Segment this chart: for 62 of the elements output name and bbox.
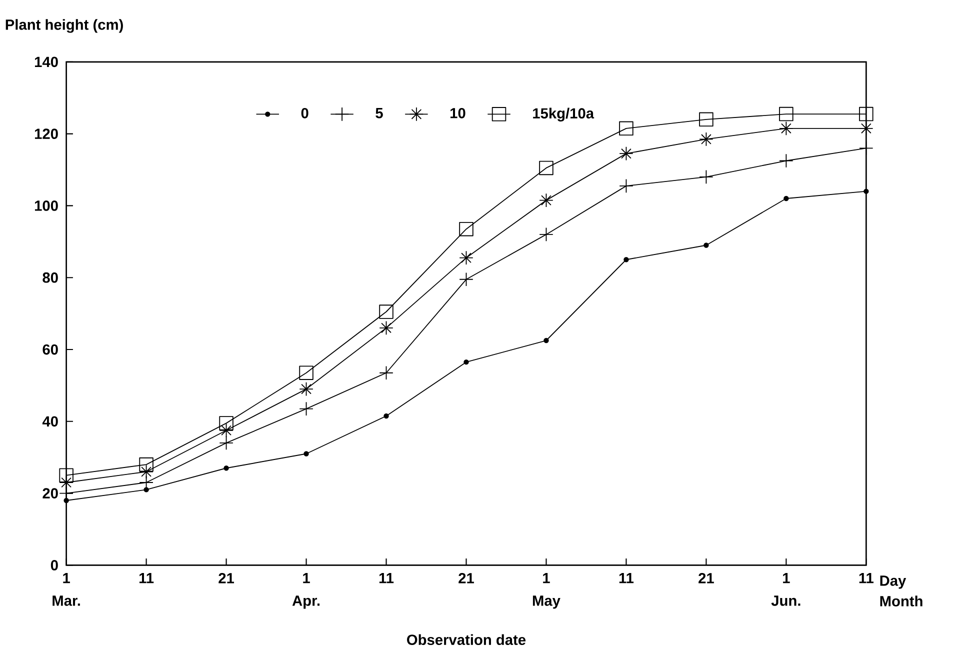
point	[139, 464, 154, 479]
point	[699, 132, 714, 146]
legend-label: 15kg/10a	[533, 108, 594, 122]
point	[539, 160, 554, 176]
point	[699, 112, 714, 127]
point	[379, 320, 394, 336]
y-tick-label: 120	[34, 128, 58, 139]
point	[139, 457, 154, 472]
x-tick-label: 1	[303, 573, 310, 584]
x-tick-label: 21	[698, 573, 714, 584]
point	[779, 106, 794, 122]
x-tick-label: 11	[859, 573, 874, 584]
x-tick-label: 21	[218, 573, 234, 584]
y-axis-title: Plant height (cm)	[6, 19, 123, 33]
x-tick-label: 11	[619, 573, 634, 584]
text: May	[532, 596, 560, 609]
x-tick-label: 1	[543, 573, 550, 584]
legend-label: 0	[301, 108, 308, 118]
point	[304, 451, 309, 456]
point	[704, 242, 709, 248]
legend-label: 10	[450, 108, 466, 118]
y-tick-label: 0	[50, 560, 58, 570]
y-tick-label: 80	[42, 272, 58, 283]
point	[464, 359, 469, 365]
point	[219, 423, 234, 438]
text: Month	[880, 596, 922, 606]
point	[544, 338, 549, 344]
text: Mar.	[52, 596, 80, 606]
text: Day	[880, 576, 906, 589]
point	[864, 188, 869, 194]
point	[299, 382, 314, 396]
point	[619, 121, 634, 136]
x-tick-label: 1	[63, 573, 70, 584]
point	[784, 196, 789, 202]
y-tick-label: 100	[34, 200, 58, 211]
point	[619, 146, 634, 161]
point	[859, 106, 874, 122]
point	[59, 468, 74, 482]
x-tick-label: 21	[458, 573, 474, 584]
legend-label: 5	[376, 108, 383, 118]
point	[624, 257, 629, 262]
y-tick-label: 20	[42, 488, 58, 498]
point	[779, 121, 794, 136]
text: Apr.	[292, 596, 320, 609]
point	[59, 475, 74, 490]
point	[219, 416, 234, 430]
x-tick-label: 1	[783, 573, 790, 584]
point	[539, 193, 554, 208]
y-tick-label: 40	[42, 416, 58, 427]
x-tick-label: 11	[139, 573, 154, 584]
point	[459, 222, 474, 236]
point	[859, 121, 874, 136]
point	[224, 466, 229, 471]
x-tick-label: 11	[379, 573, 394, 584]
y-tick-label: 140	[34, 56, 58, 68]
point	[384, 413, 389, 419]
y-tick-label: 60	[42, 344, 58, 355]
point	[459, 250, 474, 265]
x-axis-title: Observation date	[407, 634, 526, 645]
text: Jun.	[771, 596, 800, 606]
point	[379, 304, 394, 319]
point	[299, 366, 314, 380]
